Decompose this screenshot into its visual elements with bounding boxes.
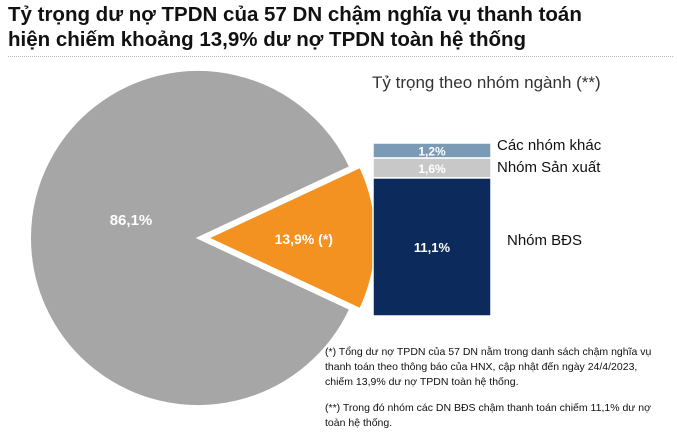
bar-label-manufacturing: 1,6% <box>418 162 446 176</box>
footnote-2: (**) Trong đó nhóm các DN BĐS chậm thanh… <box>325 402 651 429</box>
bar-segment-real-estate <box>372 177 492 317</box>
bar-label-others: 1,2% <box>418 144 446 158</box>
legend-label-others: Các nhóm khác <box>497 137 602 154</box>
pie-slice-rest <box>29 69 352 407</box>
legend-label-manufacturing: Nhóm Sản xuất <box>497 159 601 176</box>
bar-label-real-estate: 11,1% <box>414 240 451 255</box>
legend-label-real-estate: Nhóm BĐS <box>507 232 583 249</box>
title-divider <box>8 56 673 57</box>
title-line-2: hiện chiếm khoảng 13,9% dư nợ TPDN toàn … <box>8 28 527 51</box>
bar-chart-heading: Tỷ trọng theo nhóm ngành (**) <box>372 73 601 92</box>
footnote-1: (*) Tổng dư nợ TPDN của 57 DN nằm trong … <box>325 346 652 388</box>
chart-title: Tỷ trọng dư nợ TPDN của 57 DN chậm nghĩa… <box>8 2 673 52</box>
pie-label-delinquent: 13,9% (*) <box>275 231 333 247</box>
bar-segment-others <box>372 142 492 159</box>
pie-label-rest: 86,1% <box>110 212 153 229</box>
title-line-1: Tỷ trọng dư nợ TPDN của 57 DN chậm nghĩa… <box>8 3 582 26</box>
